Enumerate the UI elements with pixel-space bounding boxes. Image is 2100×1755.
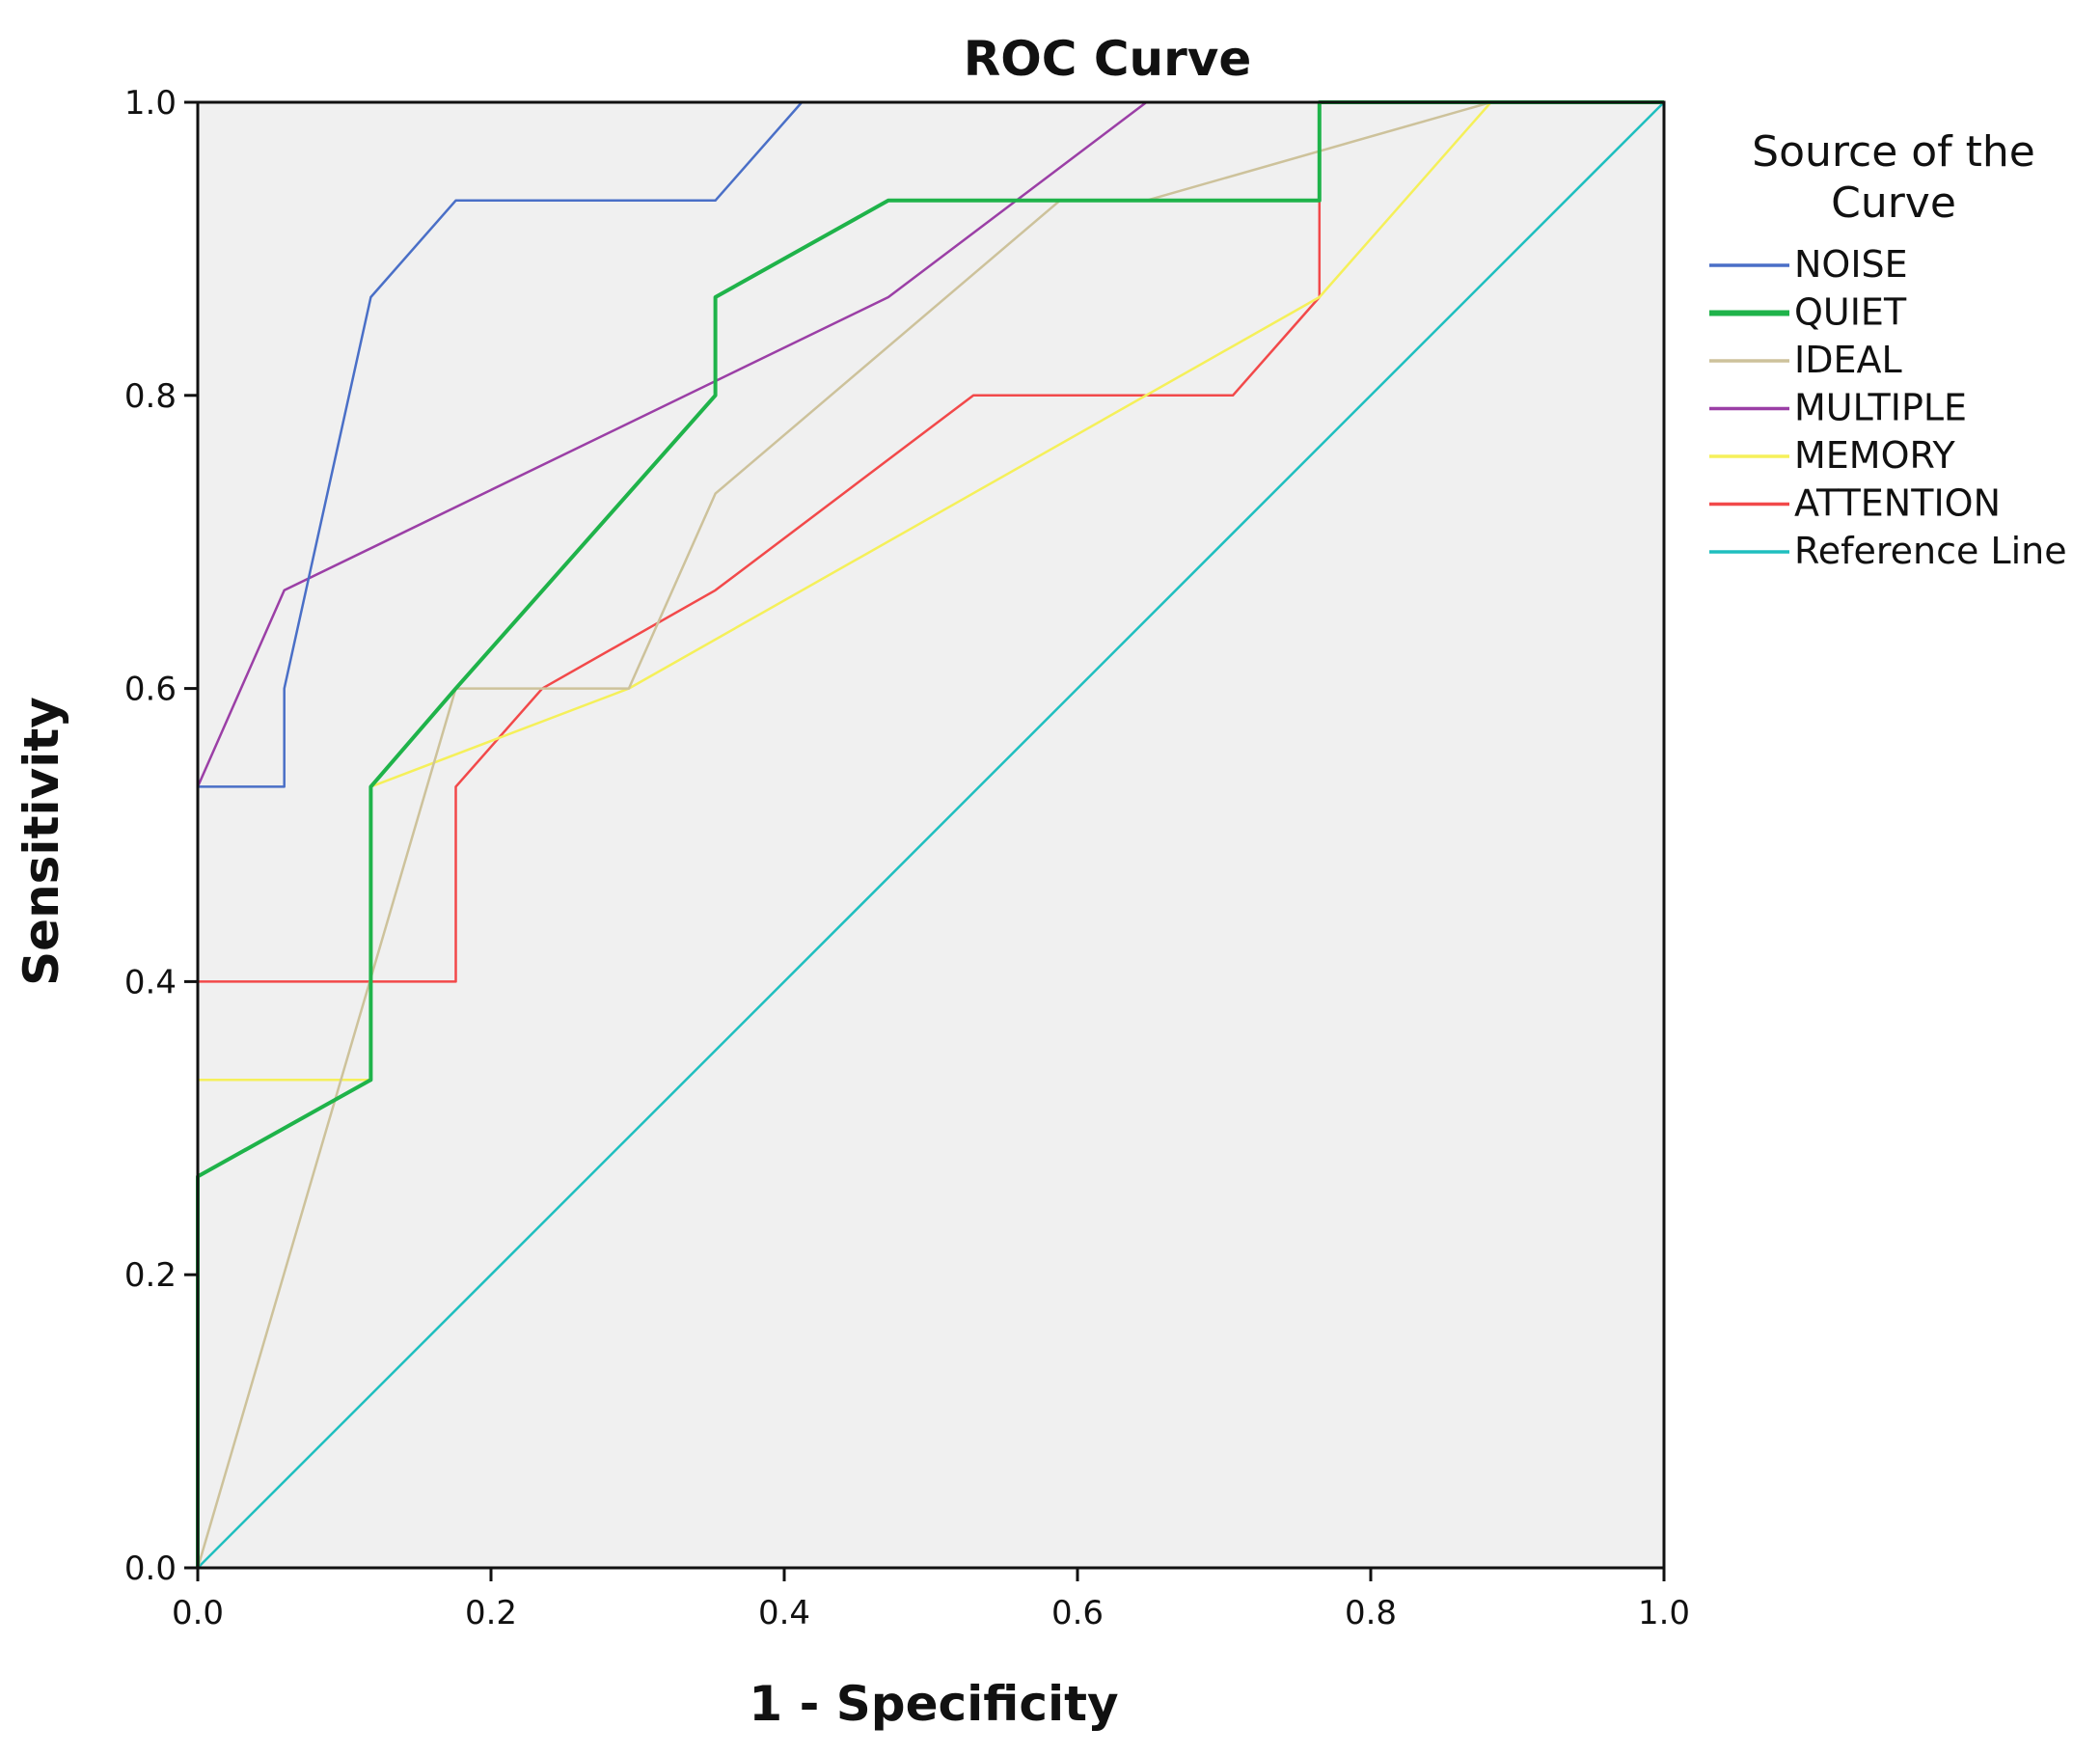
series-line-quiet [196,100,1664,1568]
x-tick-label: 0.0 [172,1594,224,1632]
x-tick-label: 0.6 [1051,1594,1104,1632]
y-axis-label: Sensitivity [14,697,69,986]
legend-label-memory: MEMORY [1794,434,1955,477]
y-tick-label: 0.0 [124,1549,177,1588]
x-axis: 0.0 0.2 0.4 0.6 0.8 1.0 [172,1568,1690,1632]
legend-label-reference-line: Reference Line [1794,530,2067,572]
series-line-reference-line [197,101,1665,1569]
legend-label-noise: NOISE [1794,243,1908,286]
legend-label-attention: ATTENTION [1794,482,2001,525]
series-line-memory [196,100,1664,1568]
x-tick-label: 0.2 [465,1594,517,1632]
legend-title-line-2: Curve [1831,178,1956,228]
legend-label-ideal: IDEAL [1794,339,1902,381]
series-line-ideal [196,100,1664,1569]
plot-frame [196,100,1666,1570]
legend: Source of the Curve NOISE QUIET IDEAL MULTI… [1709,127,2067,572]
y-tick-label: 0.4 [124,963,177,1001]
x-axis-label: 1 - Specificity [749,1676,1118,1732]
y-tick-label: 1.0 [124,84,177,123]
y-tick-label: 0.8 [124,377,177,416]
y-axis: 0.0 0.2 0.4 0.6 0.8 1.0 [124,84,198,1588]
y-tick-label: 0.6 [124,671,177,709]
legend-label-quiet: QUIET [1794,291,1907,334]
x-tick-label: 0.4 [758,1594,810,1632]
legend-title-line-1: Source of the [1752,127,2035,177]
legend-label-multiple: MULTIPLE [1794,387,1967,429]
y-tick-label: 0.2 [124,1256,177,1295]
x-tick-label: 1.0 [1638,1594,1690,1632]
chart-title: ROC Curve [964,31,1252,87]
series-line-noise [196,100,1664,1568]
x-tick-label: 0.8 [1345,1594,1397,1632]
